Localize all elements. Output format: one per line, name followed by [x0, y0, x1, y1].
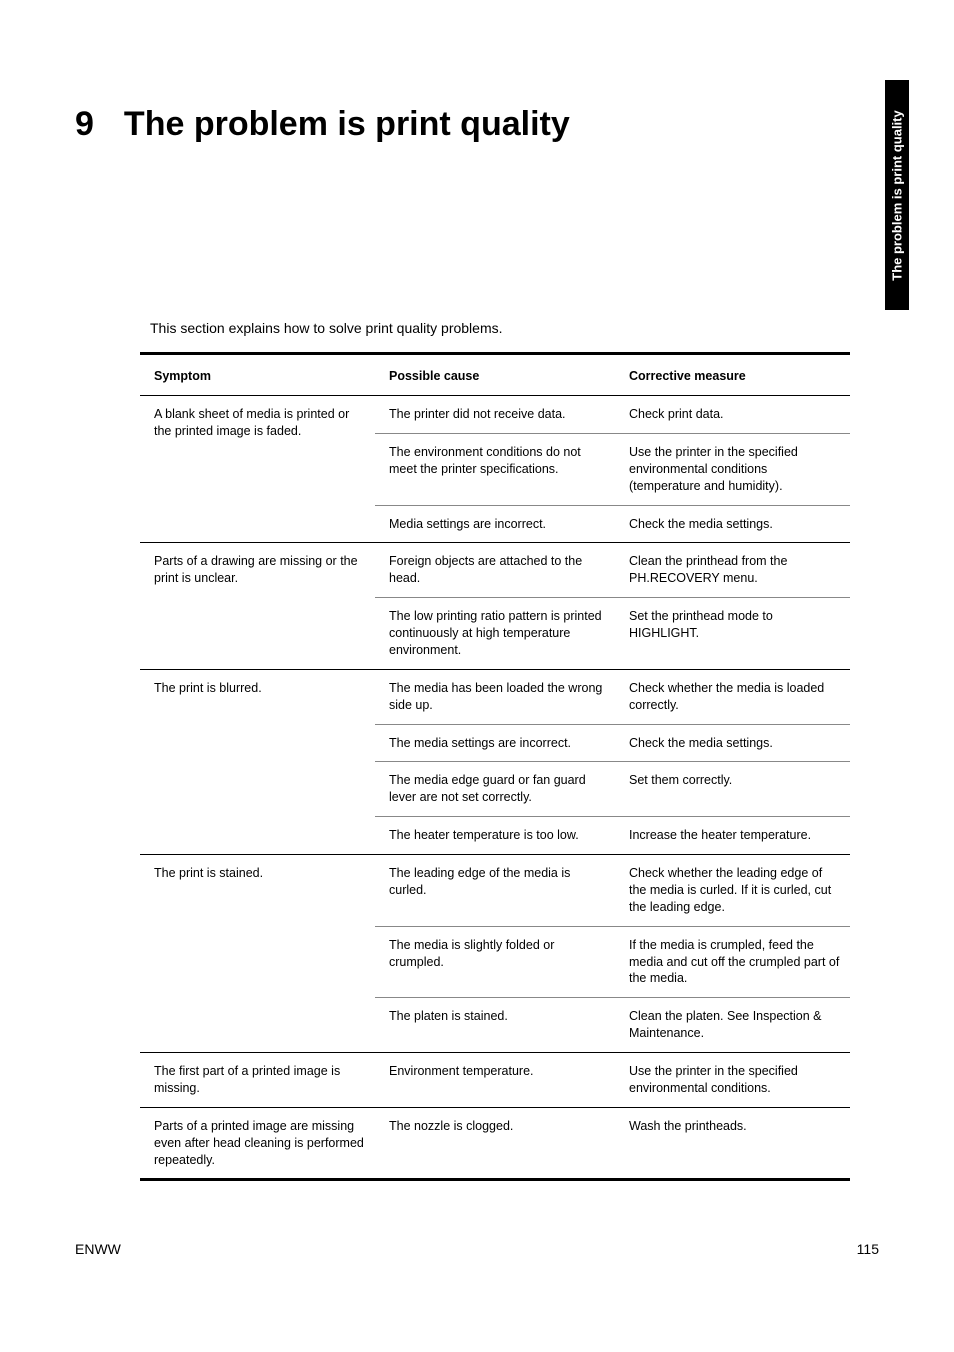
measure-cell: Clean the platen. See Inspection & Maint… [615, 998, 850, 1053]
symptom-cell: The print is blurred. [140, 669, 375, 854]
chapter-number: 9 [75, 105, 94, 144]
symptom-cell: The print is stained. [140, 855, 375, 1053]
symptom-cell: A blank sheet of media is printed or the… [140, 396, 375, 543]
symptom-cell: Parts of a printed image are missing eve… [140, 1107, 375, 1180]
measure-cell: Set them correctly. [615, 762, 850, 817]
measure-cell: Check print data. [615, 396, 850, 434]
table-row: Parts of a printed image are missing eve… [140, 1107, 850, 1180]
measure-cell: Wash the printheads. [615, 1107, 850, 1180]
measure-cell: Check whether the leading edge of the me… [615, 855, 850, 927]
troubleshoot-table: Symptom Possible cause Corrective measur… [140, 352, 850, 1181]
measure-cell: Increase the heater temperature. [615, 817, 850, 855]
measure-cell: Set the printhead mode to HIGHLIGHT. [615, 598, 850, 670]
table-row: The first part of a printed image is mis… [140, 1053, 850, 1108]
cause-cell: The media settings are incorrect. [375, 724, 615, 762]
cause-cell: The printer did not receive data. [375, 396, 615, 434]
footer-right: 115 [857, 1241, 879, 1257]
cause-cell: The platen is stained. [375, 998, 615, 1053]
measure-cell: Check whether the media is loaded correc… [615, 669, 850, 724]
cause-cell: The media is slightly folded or crumpled… [375, 926, 615, 998]
cause-cell: The environment conditions do not meet t… [375, 433, 615, 505]
cause-cell: The leading edge of the media is curled. [375, 855, 615, 927]
measure-cell: Use the printer in the specified environ… [615, 433, 850, 505]
measure-cell: Check the media settings. [615, 724, 850, 762]
side-tab: The problem is print quality [885, 80, 909, 310]
table-row: Parts of a drawing are missing or the pr… [140, 543, 850, 598]
col-cause: Possible cause [375, 354, 615, 396]
measure-cell: Check the media settings. [615, 505, 850, 543]
measure-cell: If the media is crumpled, feed the media… [615, 926, 850, 998]
symptom-cell: Parts of a drawing are missing or the pr… [140, 543, 375, 669]
symptom-cell: The first part of a printed image is mis… [140, 1053, 375, 1108]
cause-cell: Foreign objects are attached to the head… [375, 543, 615, 598]
cause-cell: The media edge guard or fan guard lever … [375, 762, 615, 817]
cause-cell: Media settings are incorrect. [375, 505, 615, 543]
col-symptom: Symptom [140, 354, 375, 396]
table-header-row: Symptom Possible cause Corrective measur… [140, 354, 850, 396]
chapter-title: The problem is print quality [124, 105, 570, 144]
table-row: A blank sheet of media is printed or the… [140, 396, 850, 434]
footer-left: ENWW [75, 1241, 121, 1257]
intro-text: This section explains how to solve print… [150, 320, 503, 336]
cause-cell: The low printing ratio pattern is printe… [375, 598, 615, 670]
col-measure: Corrective measure [615, 354, 850, 396]
cause-cell: The heater temperature is too low. [375, 817, 615, 855]
measure-cell: Clean the printhead from the PH.RECOVERY… [615, 543, 850, 598]
table-row: The print is stained.The leading edge of… [140, 855, 850, 927]
cause-cell: The media has been loaded the wrong side… [375, 669, 615, 724]
cause-cell: The nozzle is clogged. [375, 1107, 615, 1180]
side-tab-label: The problem is print quality [890, 110, 905, 280]
cause-cell: Environment temperature. [375, 1053, 615, 1108]
table-row: The print is blurred.The media has been … [140, 669, 850, 724]
chapter-heading: 9 The problem is print quality [75, 105, 570, 144]
measure-cell: Use the printer in the specified environ… [615, 1053, 850, 1108]
